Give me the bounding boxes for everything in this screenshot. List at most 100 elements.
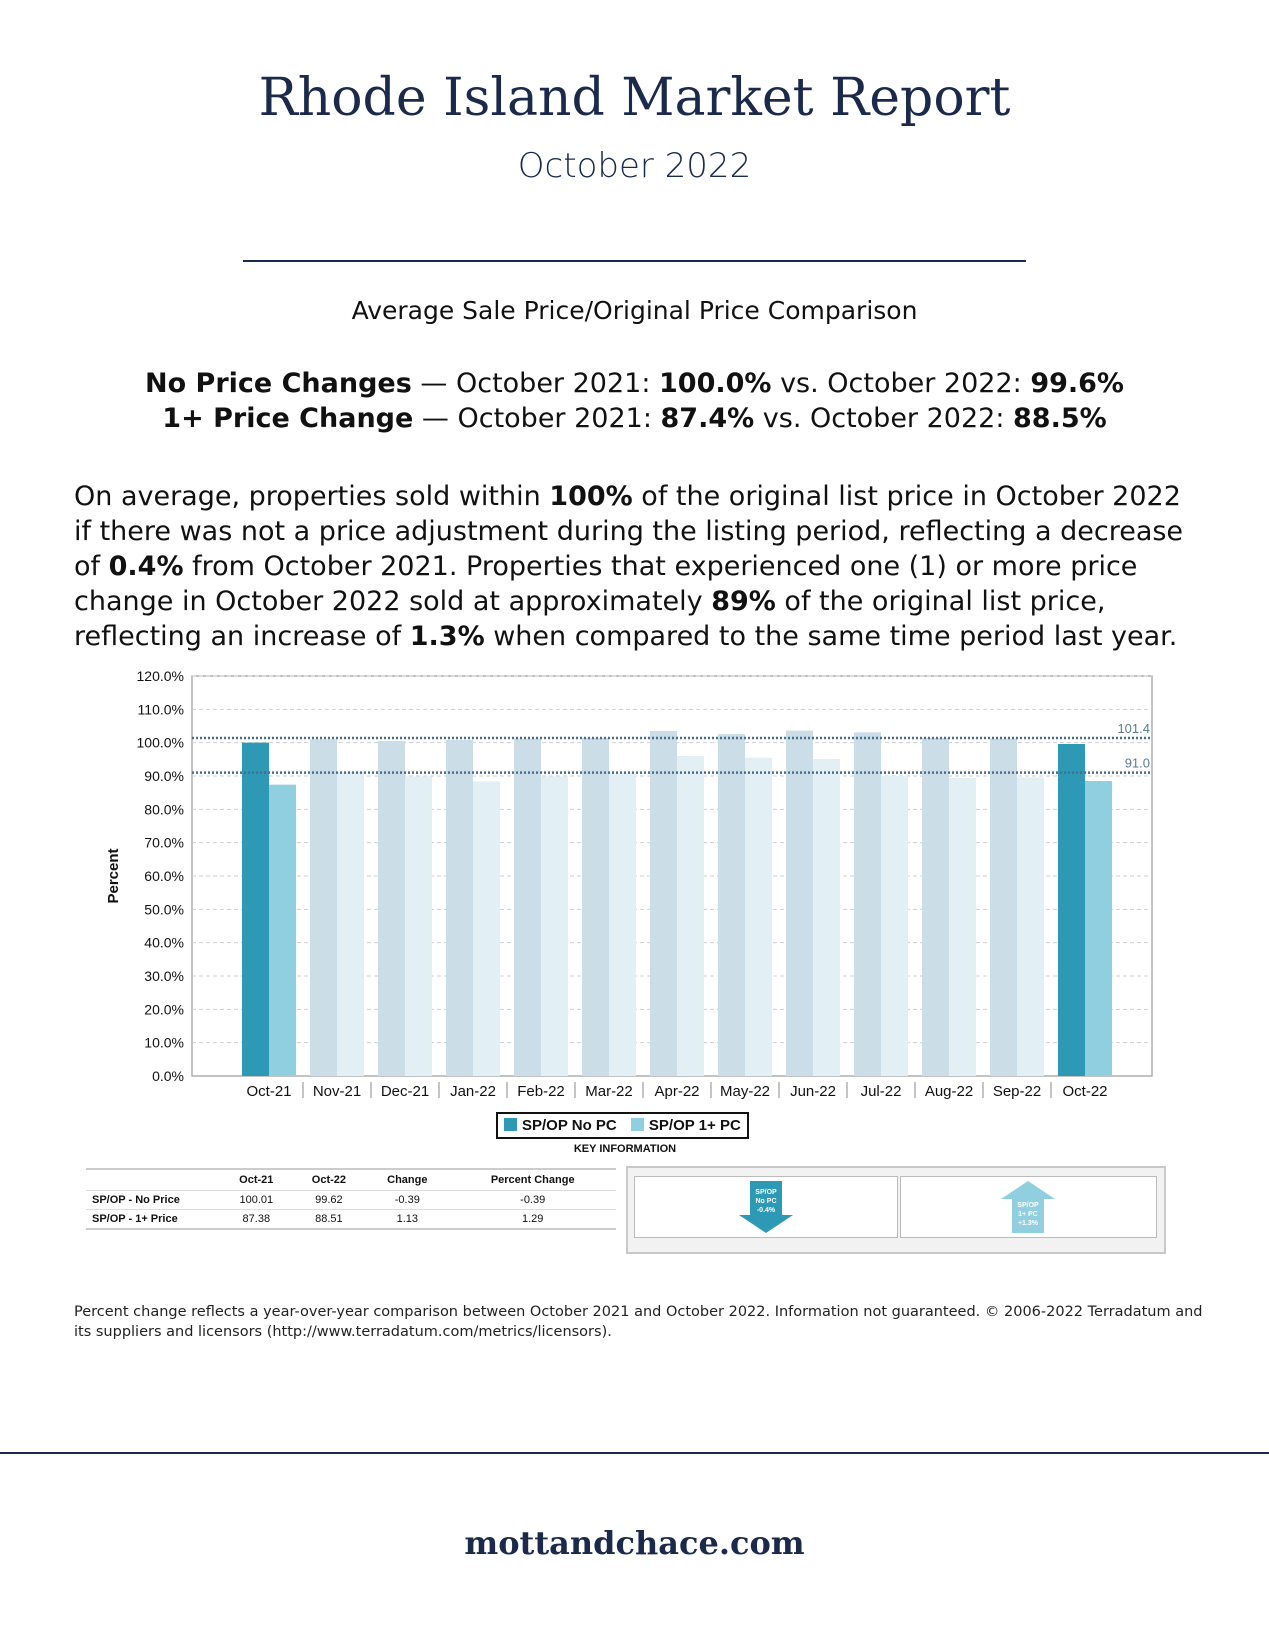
bar-1-pc <box>949 778 976 1076</box>
comparison-value-2021: 87.4% <box>660 403 755 434</box>
table-cell: 99.62 <box>292 1190 366 1210</box>
footer-divider <box>0 1452 1269 1454</box>
bar-no-pc <box>582 738 609 1076</box>
comparison-value-2022: 99.6% <box>1030 368 1124 399</box>
reference-line-label: 101.4 <box>1117 721 1150 736</box>
x-tick-label: Dec-21 <box>381 1083 429 1100</box>
bar-no-pc <box>786 730 813 1076</box>
paragraph-text: On average, properties sold within <box>74 481 550 512</box>
table-cell: SP/OP - 1+ Price <box>86 1209 220 1230</box>
bar-no-pc <box>650 731 677 1076</box>
bar-no-pc <box>922 738 949 1076</box>
bar-1-pc <box>473 781 500 1076</box>
table-cell: SP/OP - No Price <box>86 1190 220 1210</box>
x-tick-label: Feb-22 <box>517 1083 565 1100</box>
key-info-table: Oct-21 Oct-22 Change Percent Change SP/O… <box>86 1168 616 1230</box>
x-tick-label: Aug-22 <box>925 1083 973 1100</box>
y-tick-label: 60.0% <box>144 868 184 884</box>
key-info-title: KEY INFORMATION <box>573 1143 677 1155</box>
comparison-price-change: 1+ Price Change — October 2021: 87.4% vs… <box>0 403 1269 434</box>
legend-label: SP/OP No PC <box>522 1117 617 1134</box>
paragraph-text: when compared to the same time period la… <box>484 621 1178 652</box>
x-tick-label: May-22 <box>720 1083 770 1100</box>
table-header-row: Oct-21 Oct-22 Change Percent Change <box>86 1168 616 1191</box>
y-tick-label: 120.0% <box>137 668 184 684</box>
summary-paragraph: On average, properties sold within 100% … <box>74 479 1204 654</box>
y-tick-label: 20.0% <box>144 1001 184 1017</box>
indicator-text: SP/OP <box>755 1189 777 1196</box>
footer-site: mottandchace.com <box>464 1524 805 1562</box>
y-tick-label: 80.0% <box>144 801 184 817</box>
table-row: SP/OP - No Price 100.01 99.62 -0.39 -0.3… <box>86 1190 616 1210</box>
x-tick-label: Nov-21 <box>313 1083 361 1100</box>
paragraph-text: of the original list price, reflecting a… <box>74 586 1106 652</box>
up-arrow-icon: SP/OP 1+ PC +1.3% <box>1001 1181 1055 1233</box>
table-cell: 100.01 <box>220 1190 293 1210</box>
comparison-label: 1+ Price Change <box>162 403 414 434</box>
bar-1-pc <box>1017 777 1044 1076</box>
y-tick-label: 70.0% <box>144 835 184 851</box>
indicator-text: No PC <box>756 1198 777 1205</box>
indicator-box-no-pc: SP/OP No PC -0.4% <box>634 1176 898 1238</box>
comparison-vs: vs. October 2022: <box>754 403 1014 434</box>
y-tick-label: 90.0% <box>144 768 184 784</box>
table-header <box>86 1168 220 1191</box>
bar-no-pc <box>446 740 473 1076</box>
bar-1-pc <box>1085 781 1112 1076</box>
bar-1-pc <box>813 759 840 1076</box>
y-tick-label: 100.0% <box>137 735 184 751</box>
bar-1-pc <box>405 776 432 1076</box>
footnote: Percent change reflects a year-over-year… <box>74 1304 1203 1340</box>
table-header: Oct-21 <box>220 1168 293 1191</box>
comparison-value-2022: 88.5% <box>1013 403 1107 434</box>
table-header: Percent Change <box>449 1168 616 1191</box>
bar-no-pc <box>378 741 405 1076</box>
table-cell: 1.13 <box>365 1209 450 1230</box>
bar-1-pc <box>677 756 704 1076</box>
table-row: SP/OP - 1+ Price 87.38 88.51 1.13 1.29 <box>86 1209 616 1230</box>
comparison-vs: vs. October 2022: <box>771 368 1031 399</box>
indicator-text: SP/OP <box>1017 1202 1039 1209</box>
reference-line-label: 91.0 <box>1125 756 1150 771</box>
paragraph-text: from October 2021. Properties that exper… <box>74 551 1138 617</box>
indicator-text: +1.3% <box>1018 1220 1039 1227</box>
table-header: Change <box>365 1168 450 1191</box>
bar-1-pc <box>881 776 908 1076</box>
y-tick-label: 0.0% <box>152 1068 184 1084</box>
bar-no-pc <box>854 732 881 1076</box>
bar-chart: 0.0% 10.0% 20.0% 30.0% 40.0% 50.0% 60.0% 70.0% 8… <box>105 668 1153 1100</box>
section-heading: Average Sale Price/Original Price Compar… <box>351 296 918 325</box>
chart-legend: SP/OP No PC SP/OP 1+ PC <box>496 1112 749 1139</box>
indicator-text: -0.4% <box>757 1207 776 1214</box>
comparison-value-2021: 100.0% <box>659 368 772 399</box>
y-axis-label: Percent <box>105 848 122 903</box>
paragraph-highlight: 1.3% <box>409 621 485 652</box>
bar-no-pc <box>990 738 1017 1076</box>
table-cell: 87.38 <box>220 1209 293 1230</box>
report-subtitle: October 2022 <box>517 146 752 186</box>
paragraph-text: of the original list price in October 20… <box>74 481 1184 582</box>
change-indicators: SP/OP No PC -0.4% SP/OP 1+ PC +1.3% <box>626 1166 1166 1254</box>
y-tick-label: 50.0% <box>144 901 184 917</box>
bar-1-pc <box>337 772 364 1076</box>
table-header: Oct-22 <box>292 1168 366 1191</box>
bar-1-pc <box>541 776 568 1076</box>
x-tick-label: Jan-22 <box>450 1083 496 1100</box>
table-cell: -0.39 <box>365 1190 450 1210</box>
bar-1-pc <box>269 784 296 1076</box>
bar-1-pc <box>745 757 772 1076</box>
bar-1-pc <box>609 773 636 1076</box>
bar-no-pc <box>310 739 337 1076</box>
table-cell: 1.29 <box>449 1209 616 1230</box>
x-tick-label: Jun-22 <box>790 1083 836 1100</box>
divider <box>243 260 1026 262</box>
x-tick-label: Sep-22 <box>993 1083 1041 1100</box>
bar-no-pc <box>242 742 269 1076</box>
indicator-box-1-pc: SP/OP 1+ PC +1.3% <box>900 1176 1157 1238</box>
x-tick-label: Mar-22 <box>585 1083 633 1100</box>
report-title: Rhode Island Market Report <box>258 68 1011 128</box>
down-arrow-icon: SP/OP No PC -0.4% <box>739 1181 793 1233</box>
legend-swatch-no-pc <box>504 1118 517 1131</box>
paragraph-highlight: 100% <box>549 481 633 512</box>
bar-no-pc <box>718 734 745 1076</box>
